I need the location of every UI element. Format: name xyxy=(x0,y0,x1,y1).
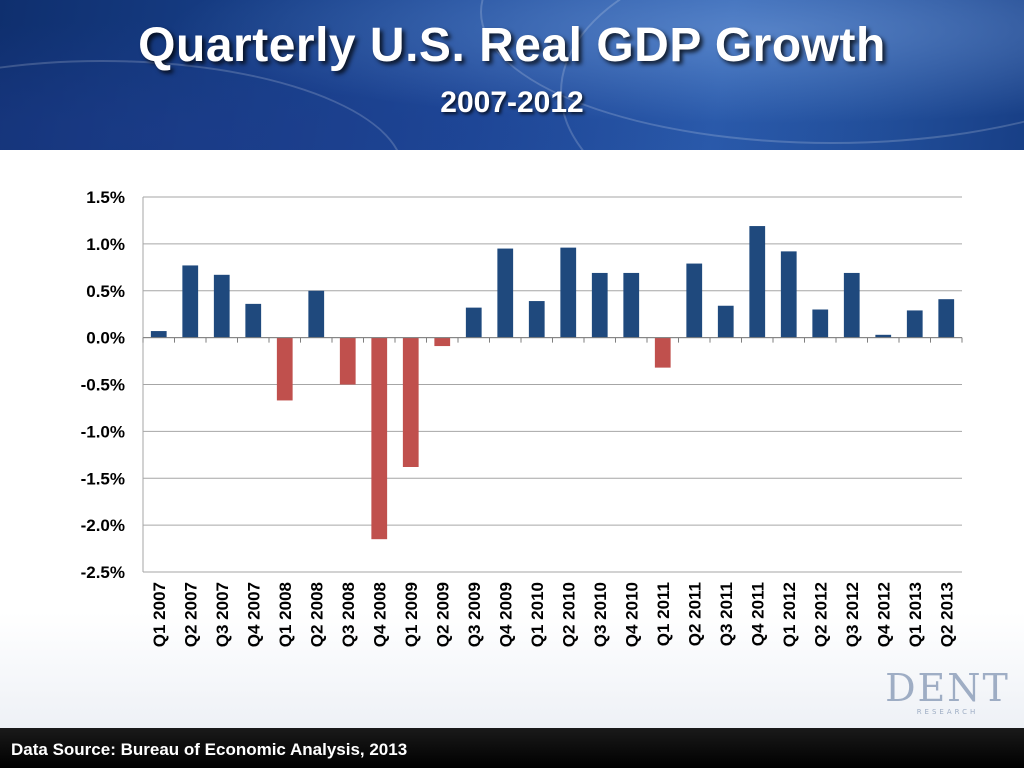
footer-bar xyxy=(0,728,1024,768)
y-tick-label: 1.0% xyxy=(86,235,125,254)
bar xyxy=(465,307,482,338)
y-tick-label: 0.5% xyxy=(86,282,125,301)
bar xyxy=(749,226,766,338)
header-banner: Quarterly U.S. Real GDP Growth 2007-2012 xyxy=(0,0,1024,150)
x-tick-label: Q4 2008 xyxy=(370,582,389,647)
data-source: Data Source: Bureau of Economic Analysis… xyxy=(11,740,408,759)
y-tick-label: -0.5% xyxy=(81,376,125,395)
x-tick-label: Q4 2007 xyxy=(244,582,263,647)
x-tick-label: Q1 2010 xyxy=(528,582,547,647)
bar xyxy=(182,265,199,338)
x-tick-label: Q1 2007 xyxy=(150,582,169,647)
chart-area: 1.5% 1.0% 0.5% 0.0% -0.5% -1.0% -1.5% -2.0% -2.5… xyxy=(0,150,1024,728)
x-tick-label: Q3 2010 xyxy=(591,582,610,647)
bar xyxy=(213,274,230,338)
bar xyxy=(339,337,356,385)
dent-logo: DENT RESEARCH xyxy=(880,668,1015,718)
x-tick-label: Q1 2012 xyxy=(780,582,799,647)
bar xyxy=(812,309,829,338)
x-tick-label: Q2 2009 xyxy=(433,582,452,647)
logo-subtext: RESEARCH xyxy=(916,708,979,716)
bar xyxy=(623,272,640,338)
x-tick-label: Q2 2012 xyxy=(811,582,830,647)
bar xyxy=(843,272,860,338)
bar xyxy=(717,305,734,338)
bar xyxy=(875,334,892,338)
slide-title: Quarterly U.S. Real GDP Growth xyxy=(138,19,886,72)
y-tick-label: -1.0% xyxy=(81,422,125,441)
bar xyxy=(591,272,608,338)
x-tick-label: Q2 2008 xyxy=(307,582,326,647)
bar xyxy=(780,251,797,338)
x-tick-label: Q4 2010 xyxy=(622,582,641,647)
y-tick-label: 0.0% xyxy=(86,329,125,348)
bar xyxy=(528,301,545,338)
x-tick-label: Q2 2013 xyxy=(937,582,956,647)
y-tick-label: -2.0% xyxy=(81,516,125,535)
bar xyxy=(150,331,167,338)
y-tick-label: -1.5% xyxy=(81,469,125,488)
x-tick-label: Q3 2009 xyxy=(465,582,484,647)
bar xyxy=(371,337,388,540)
x-tick-label: Q4 2009 xyxy=(496,582,515,647)
bar xyxy=(497,248,514,338)
bar xyxy=(560,247,577,338)
bar xyxy=(276,337,293,401)
x-tick-label: Q1 2009 xyxy=(402,582,421,647)
x-tick-label: Q4 2012 xyxy=(874,582,893,647)
decorative-swoosh xyxy=(560,0,1024,150)
slide-subtitle: 2007-2012 xyxy=(440,86,584,119)
x-tick-label: Q3 2008 xyxy=(339,582,358,647)
gdp-bar-chart: 1.5% 1.0% 0.5% 0.0% -0.5% -1.0% -1.5% -2.0% -2.5… xyxy=(81,188,963,647)
x-tick-label: Q4 2011 xyxy=(748,582,767,646)
bar xyxy=(906,310,923,338)
bar xyxy=(938,299,955,338)
bar xyxy=(402,337,419,467)
x-tick-label: Q3 2012 xyxy=(843,582,862,647)
bar xyxy=(245,303,262,338)
bar xyxy=(308,290,325,338)
x-tick-label: Q3 2011 xyxy=(717,582,736,646)
x-tick-label: Q1 2008 xyxy=(276,582,295,647)
x-tick-label: Q1 2013 xyxy=(906,582,925,647)
y-tick-label: 1.5% xyxy=(86,188,125,207)
logo-text: DENT xyxy=(885,666,1010,710)
x-tick-label: Q2 2010 xyxy=(559,582,578,647)
x-tick-label: Q1 2011 xyxy=(654,582,673,646)
bar xyxy=(434,337,451,347)
bar xyxy=(686,263,703,338)
y-tick-label: -2.5% xyxy=(81,563,125,582)
bar xyxy=(654,337,671,368)
x-tick-label: Q2 2007 xyxy=(181,582,200,647)
x-tick-label: Q2 2011 xyxy=(685,582,704,646)
x-tick-label: Q3 2007 xyxy=(213,582,232,647)
